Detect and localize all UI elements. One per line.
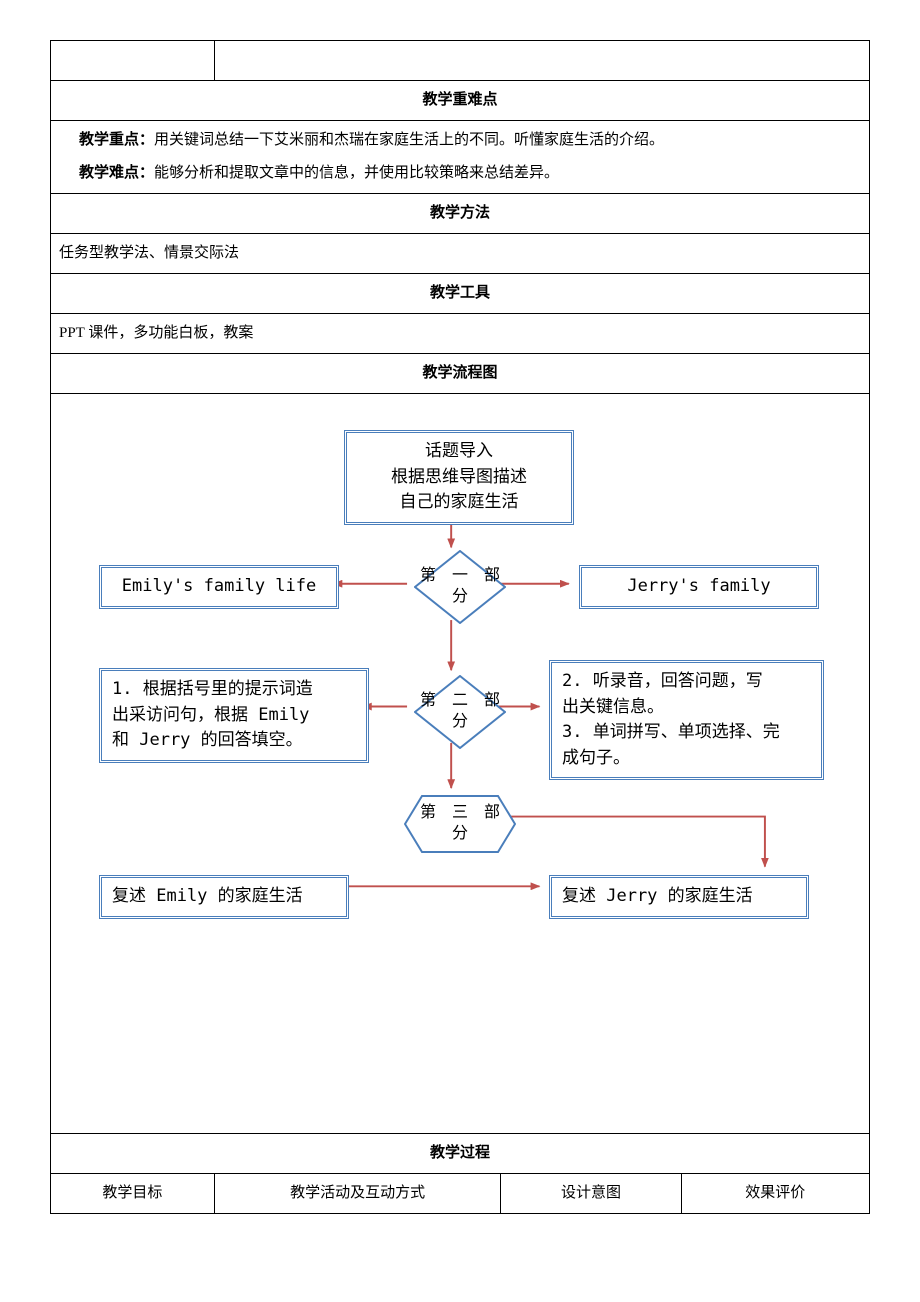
flownode-part2: 第 二 部分 xyxy=(414,675,506,749)
flownode-part3: 第 三 部分 xyxy=(404,795,516,853)
methods-content: 任务型教学法、情景交际法 xyxy=(51,234,870,274)
process-col-activity: 教学活动及互动方式 xyxy=(214,1174,501,1214)
section-header-keypoints: 教学重难点 xyxy=(51,81,870,121)
section-header-process: 教学过程 xyxy=(51,1134,870,1174)
process-col-goal: 教学目标 xyxy=(51,1174,215,1214)
flownode-jerry: Jerry's family xyxy=(579,565,819,609)
flownode-task1: 1. 根据括号里的提示词造出采访问句，根据 Emily和 Jerry 的回答填空… xyxy=(99,668,369,763)
section-header-tools: 教学工具 xyxy=(51,274,870,314)
flowchart-canvas: 话题导入根据思维导图描述自己的家庭生活第 一 部分 Emily's family … xyxy=(59,400,861,1127)
tools-content: PPT 课件，多功能白板，教案 xyxy=(51,314,870,354)
flownode-task2: 2. 听录音，回答问题，写出关键信息。3. 单词拼写、单项选择、完成句子。 xyxy=(549,660,824,780)
difficulty-text: 能够分析和提取文章中的信息，并使用比较策略来总结差异。 xyxy=(154,165,559,181)
difficulty-label: 教学难点： xyxy=(79,165,154,181)
process-col-eval: 效果评价 xyxy=(681,1174,869,1214)
flownode-emily: Emily's family life xyxy=(99,565,339,609)
flowchart-cell: 话题导入根据思维导图描述自己的家庭生活第 一 部分 Emily's family … xyxy=(51,394,870,1134)
lesson-plan-table: 教学重难点 教学重点：用关键词总结一下艾米丽和杰瑞在家庭生活上的不同。听懂家庭生… xyxy=(50,40,870,1214)
flownode-retell_jerry: 复述 Jerry 的家庭生活 xyxy=(549,875,809,919)
key-point-text: 用关键词总结一下艾米丽和杰瑞在家庭生活上的不同。听懂家庭生活的介绍。 xyxy=(154,132,664,148)
keypoints-content: 教学重点：用关键词总结一下艾米丽和杰瑞在家庭生活上的不同。听懂家庭生活的介绍。 … xyxy=(51,121,870,194)
flownode-part1: 第 一 部分 xyxy=(414,550,506,624)
section-header-flowchart: 教学流程图 xyxy=(51,354,870,394)
flownode-retell_emily: 复述 Emily 的家庭生活 xyxy=(99,875,349,919)
process-col-intent: 设计意图 xyxy=(501,1174,681,1214)
top-empty-row xyxy=(51,41,870,81)
section-header-methods: 教学方法 xyxy=(51,194,870,234)
process-columns-row: 教学目标 教学活动及互动方式 设计意图 效果评价 xyxy=(51,1174,870,1214)
flownode-intro: 话题导入根据思维导图描述自己的家庭生活 xyxy=(344,430,574,525)
key-point-label: 教学重点： xyxy=(79,132,154,148)
flowedge-7 xyxy=(507,817,765,867)
